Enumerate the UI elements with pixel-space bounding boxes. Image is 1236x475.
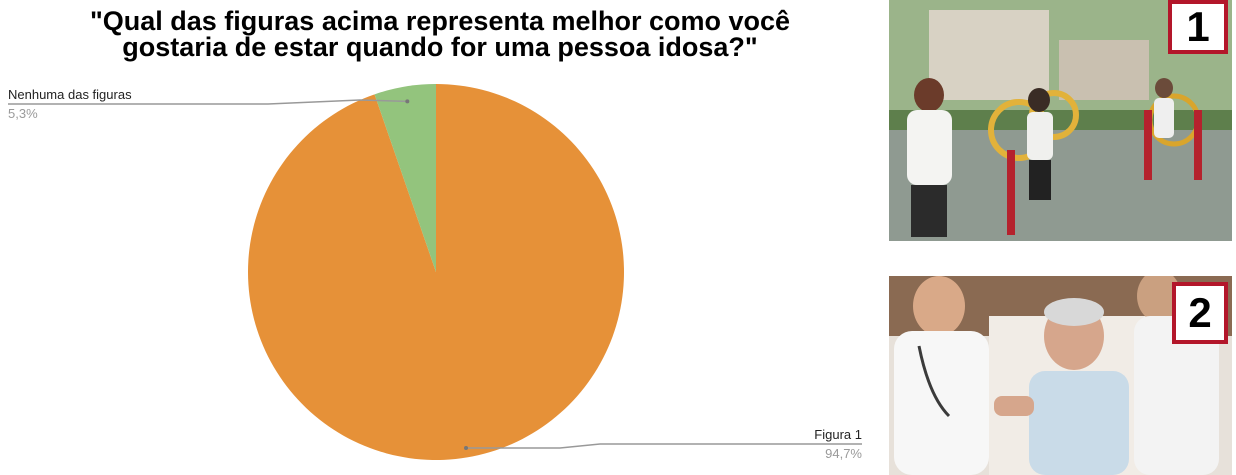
leader-line-nenhuma: [8, 99, 408, 105]
chart-title-line-1: "Qual das figuras acima representa melho…: [89, 6, 791, 36]
pie-slice-2: [374, 84, 436, 272]
pie-chart: Nenhuma das figuras 5,3% Figura 1 94,7%: [8, 84, 862, 461]
leader-dot-figura-1: [464, 446, 468, 450]
slice-value-figura-1: 94,7%: [825, 446, 862, 461]
elderly-care-photo: 2: [889, 276, 1232, 475]
chart-title-line-2: gostaria de estar quando for uma pessoa …: [122, 32, 758, 62]
slice-label-nenhuma: Nenhuma das figuras: [8, 87, 132, 102]
outdoor-exercise-photo: 1: [889, 0, 1232, 241]
photo-number-badge: 2: [1172, 282, 1228, 344]
leader-dot-nenhuma: [405, 99, 410, 104]
chart-title: "Qual das figuras acima representa melho…: [0, 6, 880, 62]
slice-label-figura-1: Figura 1: [814, 427, 862, 442]
photo-number-badge: 1: [1168, 0, 1228, 54]
slice-value-nenhuma: 5,3%: [8, 106, 38, 121]
leader-line-figura-1: [466, 443, 862, 449]
